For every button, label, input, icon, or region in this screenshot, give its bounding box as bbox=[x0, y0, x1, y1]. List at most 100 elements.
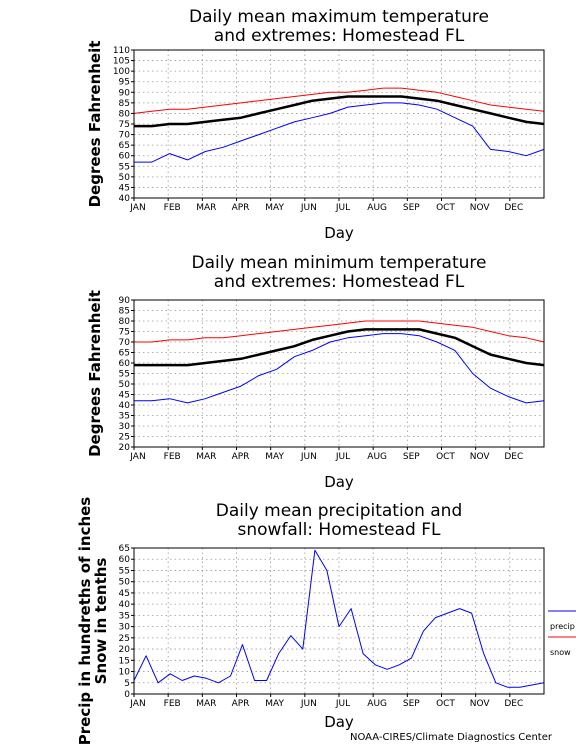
x-tick-label: JUN bbox=[300, 699, 317, 709]
y-tick-label: 70 bbox=[119, 338, 131, 348]
x-tick-label: JUL bbox=[335, 203, 350, 213]
y-tick-label: 90 bbox=[119, 88, 131, 98]
x-tick-label: JUN bbox=[300, 452, 317, 462]
y-tick-label: 55 bbox=[119, 162, 130, 172]
y-tick-label: 60 bbox=[119, 555, 131, 565]
y-tick-label: 85 bbox=[119, 99, 130, 109]
x-tick-label: SEP bbox=[403, 203, 420, 213]
y-tick-label: 30 bbox=[119, 422, 131, 432]
x-tick-label: JAN bbox=[129, 203, 145, 213]
x-tick-label: NOV bbox=[470, 452, 491, 462]
x-tick-label: JAN bbox=[129, 452, 145, 462]
x-tick-label: AUG bbox=[367, 452, 387, 462]
chart-title: Daily mean maximum temperature bbox=[189, 7, 489, 27]
y-tick-label: 35 bbox=[119, 412, 130, 422]
y-tick-label: 0 bbox=[124, 690, 130, 700]
y-tick-label: 40 bbox=[119, 600, 131, 610]
x-tick-label: MAR bbox=[196, 203, 216, 213]
y-tick-label: 50 bbox=[119, 173, 131, 183]
y-tick-label: 65 bbox=[119, 141, 130, 151]
credit-text: NOAA-CIRES/Climate Diagnostics Center bbox=[350, 732, 553, 743]
chart-title: and extremes: Homestead FL bbox=[214, 272, 465, 292]
x-tick-label: MAR bbox=[196, 452, 216, 462]
series-mean-line bbox=[134, 328, 545, 367]
legend-precip-label: precip bbox=[550, 622, 575, 631]
series-lower-line bbox=[134, 102, 545, 163]
y-tick-label: 30 bbox=[119, 623, 131, 633]
x-tick-label: OCT bbox=[436, 203, 455, 213]
x-tick-label: DEC bbox=[504, 699, 523, 709]
x-tick-label: FEB bbox=[164, 452, 181, 462]
x-axis-label: Day bbox=[324, 713, 354, 731]
y-tick-label: 75 bbox=[119, 120, 130, 130]
y-tick-label: 90 bbox=[119, 296, 131, 306]
y-tick-label: 110 bbox=[113, 46, 130, 56]
y-tick-label: 80 bbox=[119, 109, 131, 119]
x-tick-label: DEC bbox=[504, 203, 523, 213]
x-tick-label: JUL bbox=[335, 699, 350, 709]
x-axis-label: Day bbox=[324, 473, 354, 491]
x-tick-label: OCT bbox=[436, 452, 455, 462]
x-tick-label: SEP bbox=[403, 699, 420, 709]
y-tick-label: 50 bbox=[119, 380, 131, 390]
x-tick-label: MAY bbox=[265, 203, 284, 213]
y-tick-label: 95 bbox=[119, 78, 130, 88]
x-tick-label: APR bbox=[232, 452, 250, 462]
y-tick-label: 40 bbox=[119, 401, 131, 411]
y-tick-label: 85 bbox=[119, 307, 130, 317]
x-tick-label: APR bbox=[232, 203, 250, 213]
y-tick-label: 20 bbox=[119, 645, 131, 655]
y-axis-label: Degrees Fahrenheit bbox=[86, 41, 104, 208]
series-mean-line bbox=[134, 95, 545, 128]
y-tick-label: 40 bbox=[119, 194, 131, 204]
x-tick-label: JUN bbox=[300, 203, 317, 213]
legend-snow-label: snow bbox=[550, 648, 571, 657]
chart-title: Daily mean precipitation and bbox=[216, 501, 463, 521]
y-axis-label: Snow in tenths bbox=[92, 558, 110, 685]
x-tick-label: FEB bbox=[164, 203, 181, 213]
series-precip-line bbox=[133, 549, 545, 688]
series-upper-line bbox=[133, 87, 545, 114]
y-tick-label: 35 bbox=[119, 611, 130, 621]
x-tick-label: AUG bbox=[367, 203, 387, 213]
x-tick-label: DEC bbox=[504, 452, 523, 462]
chart-title: and extremes: Homestead FL bbox=[214, 26, 465, 46]
series-upper-line bbox=[134, 320, 545, 343]
x-tick-label: OCT bbox=[436, 699, 455, 709]
y-tick-label: 5 bbox=[124, 679, 130, 689]
y-tick-label: 100 bbox=[113, 67, 130, 77]
x-tick-label: NOV bbox=[470, 699, 491, 709]
chart-title: snowfall: Homestead FL bbox=[238, 520, 441, 540]
y-tick-label: 10 bbox=[119, 668, 131, 678]
series-lower-line bbox=[134, 333, 545, 404]
y-tick-label: 80 bbox=[119, 317, 131, 327]
y-tick-label: 75 bbox=[119, 328, 130, 338]
y-tick-label: 45 bbox=[119, 391, 130, 401]
y-tick-label: 45 bbox=[119, 183, 130, 193]
x-tick-label: SEP bbox=[403, 452, 420, 462]
y-tick-label: 55 bbox=[119, 566, 130, 576]
y-tick-label: 60 bbox=[119, 152, 131, 162]
x-tick-label: NOV bbox=[470, 203, 491, 213]
x-tick-label: APR bbox=[232, 699, 250, 709]
y-tick-label: 25 bbox=[119, 433, 130, 443]
plot-frame bbox=[133, 547, 545, 695]
y-tick-label: 65 bbox=[119, 349, 130, 359]
y-tick-label: 50 bbox=[119, 578, 131, 588]
y-tick-label: 25 bbox=[119, 634, 130, 644]
y-tick-label: 105 bbox=[113, 57, 130, 67]
y-tick-label: 70 bbox=[119, 131, 131, 141]
y-tick-label: 65 bbox=[119, 544, 130, 554]
y-tick-label: 55 bbox=[119, 370, 130, 380]
x-tick-label: JAN bbox=[129, 699, 145, 709]
plot-frame bbox=[133, 49, 545, 199]
x-tick-label: MAY bbox=[265, 452, 284, 462]
y-axis-label: Degrees Fahrenheit bbox=[86, 290, 104, 457]
x-tick-label: AUG bbox=[367, 699, 387, 709]
x-axis-label: Day bbox=[324, 224, 354, 242]
y-tick-label: 15 bbox=[119, 656, 130, 666]
x-tick-label: JUL bbox=[335, 452, 350, 462]
